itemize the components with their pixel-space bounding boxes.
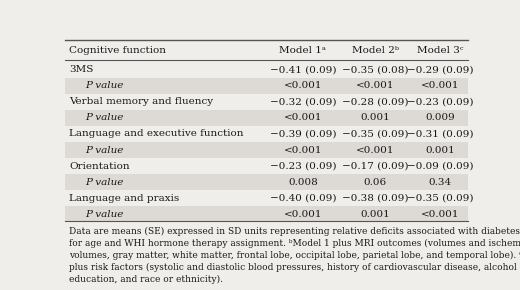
Text: <0.001: <0.001 bbox=[283, 113, 322, 122]
Text: −0.23 (0.09): −0.23 (0.09) bbox=[269, 162, 336, 171]
Text: −0.41 (0.09): −0.41 (0.09) bbox=[269, 65, 336, 74]
Text: 0.008: 0.008 bbox=[288, 178, 318, 187]
Text: −0.35 (0.09): −0.35 (0.09) bbox=[342, 129, 409, 138]
Text: <0.001: <0.001 bbox=[356, 146, 395, 155]
Text: <0.001: <0.001 bbox=[356, 81, 395, 90]
Text: −0.38 (0.09): −0.38 (0.09) bbox=[342, 194, 409, 203]
Bar bbox=[65, 206, 468, 222]
Text: −0.29 (0.09): −0.29 (0.09) bbox=[407, 65, 473, 74]
Text: 0.06: 0.06 bbox=[364, 178, 387, 187]
Text: P value: P value bbox=[85, 210, 124, 219]
Text: −0.35 (0.09): −0.35 (0.09) bbox=[407, 194, 473, 203]
Text: Model 1ᵃ: Model 1ᵃ bbox=[279, 46, 326, 55]
Text: −0.40 (0.09): −0.40 (0.09) bbox=[269, 194, 336, 203]
Text: −0.32 (0.09): −0.32 (0.09) bbox=[269, 97, 336, 106]
Text: 0.34: 0.34 bbox=[428, 178, 451, 187]
Text: Data are means (SE) expressed in SD units representing relative deficits associa: Data are means (SE) expressed in SD unit… bbox=[69, 227, 520, 284]
Text: Cognitive function: Cognitive function bbox=[69, 46, 166, 55]
Text: −0.28 (0.09): −0.28 (0.09) bbox=[342, 97, 409, 106]
Text: <0.001: <0.001 bbox=[421, 210, 459, 219]
Text: Model 3ᶜ: Model 3ᶜ bbox=[417, 46, 463, 55]
Text: P value: P value bbox=[85, 146, 124, 155]
Text: P value: P value bbox=[85, 178, 124, 187]
Text: Language and executive function: Language and executive function bbox=[69, 129, 243, 138]
Text: <0.001: <0.001 bbox=[283, 210, 322, 219]
Text: P value: P value bbox=[85, 81, 124, 90]
Text: −0.23 (0.09): −0.23 (0.09) bbox=[407, 97, 473, 106]
Text: 3MS: 3MS bbox=[69, 65, 94, 74]
Bar bbox=[65, 78, 468, 94]
Text: <0.001: <0.001 bbox=[283, 146, 322, 155]
Bar bbox=[65, 174, 468, 190]
Text: Language and praxis: Language and praxis bbox=[69, 194, 179, 203]
Text: −0.17 (0.09): −0.17 (0.09) bbox=[342, 162, 409, 171]
Text: −0.31 (0.09): −0.31 (0.09) bbox=[407, 129, 473, 138]
Text: <0.001: <0.001 bbox=[283, 81, 322, 90]
Text: −0.09 (0.09): −0.09 (0.09) bbox=[407, 162, 473, 171]
Text: 0.009: 0.009 bbox=[425, 113, 454, 122]
Text: −0.39 (0.09): −0.39 (0.09) bbox=[269, 129, 336, 138]
Bar bbox=[65, 110, 468, 126]
Bar bbox=[65, 142, 468, 158]
Text: Orientation: Orientation bbox=[69, 162, 129, 171]
Text: 0.001: 0.001 bbox=[425, 146, 454, 155]
Text: Verbal memory and fluency: Verbal memory and fluency bbox=[69, 97, 213, 106]
Text: Model 2ᵇ: Model 2ᵇ bbox=[352, 46, 399, 55]
Text: P value: P value bbox=[85, 113, 124, 122]
Text: <0.001: <0.001 bbox=[421, 81, 459, 90]
Text: 0.001: 0.001 bbox=[360, 210, 390, 219]
Text: −0.35 (0.08): −0.35 (0.08) bbox=[342, 65, 409, 74]
Text: 0.001: 0.001 bbox=[360, 113, 390, 122]
